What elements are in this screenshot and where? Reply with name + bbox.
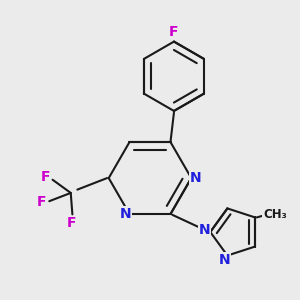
Text: N: N [219,253,231,266]
Text: F: F [36,195,46,209]
Text: N: N [199,223,211,237]
Text: N: N [190,171,201,185]
Text: F: F [41,170,51,184]
Text: F: F [67,216,76,230]
Text: F: F [169,25,179,39]
Text: N: N [119,207,131,221]
Text: CH₃: CH₃ [263,208,287,221]
